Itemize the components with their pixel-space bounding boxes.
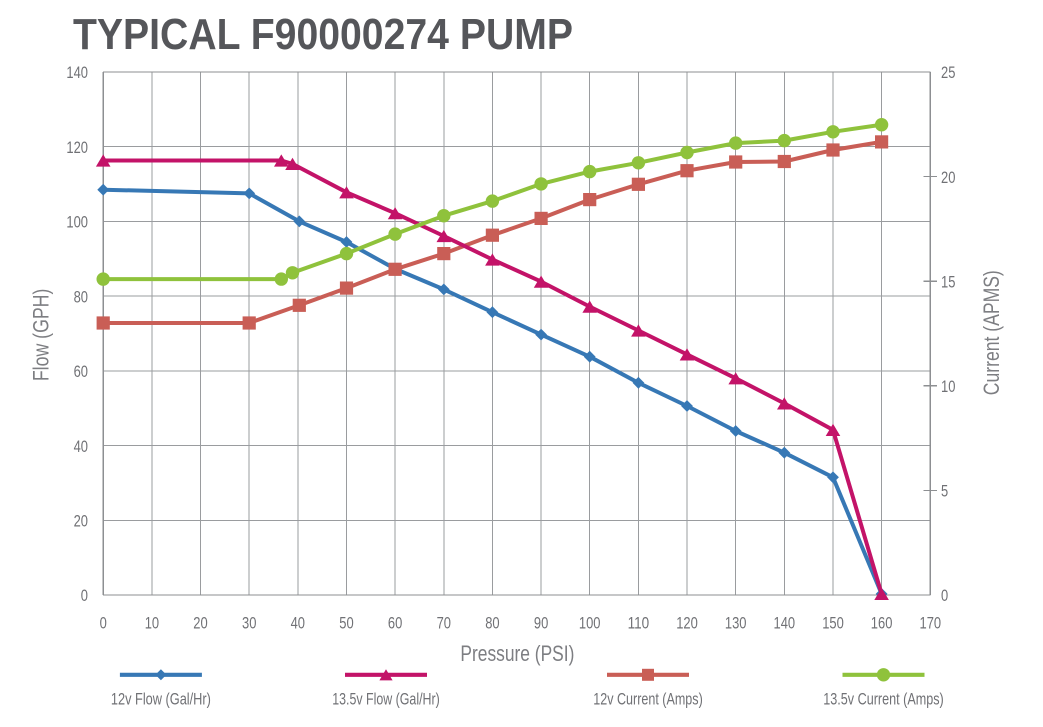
svg-text:170: 170 [920, 614, 942, 633]
svg-text:15: 15 [941, 272, 955, 291]
svg-text:10: 10 [145, 614, 159, 633]
svg-text:110: 110 [628, 614, 650, 633]
svg-text:80: 80 [74, 287, 88, 306]
svg-text:20: 20 [941, 168, 955, 187]
svg-text:13.5v Current (Amps): 13.5v Current (Amps) [823, 690, 944, 709]
svg-text:TYPICAL F90000274 PUMP: TYPICAL F90000274 PUMP [73, 10, 573, 59]
svg-text:140: 140 [774, 614, 796, 633]
svg-text:130: 130 [725, 614, 747, 633]
svg-text:Flow (GPH): Flow (GPH) [29, 289, 54, 382]
svg-text:60: 60 [74, 362, 88, 381]
svg-text:160: 160 [871, 614, 893, 633]
svg-text:0: 0 [941, 586, 948, 605]
svg-text:40: 40 [74, 437, 88, 456]
svg-text:0: 0 [81, 586, 88, 605]
svg-text:Pressure (PSI): Pressure (PSI) [460, 641, 574, 666]
svg-text:80: 80 [485, 614, 499, 633]
svg-text:100: 100 [66, 213, 88, 232]
svg-text:20: 20 [74, 512, 88, 531]
svg-text:30: 30 [242, 614, 256, 633]
svg-text:5: 5 [941, 482, 948, 501]
svg-text:0: 0 [100, 614, 107, 633]
svg-text:120: 120 [66, 138, 88, 157]
svg-text:10: 10 [941, 377, 955, 396]
svg-text:40: 40 [291, 614, 305, 633]
svg-text:150: 150 [822, 614, 844, 633]
svg-text:120: 120 [676, 614, 698, 633]
svg-text:70: 70 [437, 614, 451, 633]
svg-text:60: 60 [388, 614, 402, 633]
svg-text:90: 90 [534, 614, 548, 633]
svg-text:13.5v Flow (Gal/Hr): 13.5v Flow (Gal/Hr) [332, 690, 440, 709]
svg-text:100: 100 [579, 614, 601, 633]
svg-text:25: 25 [941, 63, 955, 82]
svg-text:Current (APMS): Current (APMS) [979, 270, 1004, 395]
svg-text:20: 20 [193, 614, 207, 633]
svg-text:50: 50 [339, 614, 353, 633]
svg-text:12v Flow (Gal/Hr): 12v Flow (Gal/Hr) [111, 690, 211, 709]
svg-text:140: 140 [66, 63, 88, 82]
svg-text:12v Current (Amps): 12v Current (Amps) [593, 690, 703, 709]
